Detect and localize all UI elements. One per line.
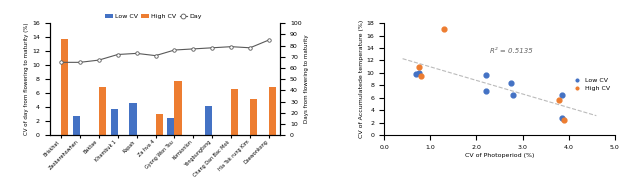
Low CV xyxy=(506,82,516,85)
Bar xyxy=(250,99,257,135)
Low CV xyxy=(557,116,567,119)
Low CV xyxy=(557,93,567,96)
Bar xyxy=(175,80,182,135)
Y-axis label: CV of Accumulatede temperature (%): CV of Accumulatede temperature (%) xyxy=(359,20,364,138)
Bar xyxy=(155,114,163,135)
High CV xyxy=(414,66,424,69)
Bar xyxy=(129,103,137,135)
High CV xyxy=(555,98,564,101)
Legend: Low CV, High CV: Low CV, High CV xyxy=(569,77,612,93)
Low CV xyxy=(481,73,491,76)
Y-axis label: CV of day from flowering to maturity (%): CV of day from flowering to maturity (%) xyxy=(24,23,29,135)
Bar xyxy=(205,106,212,135)
Bar xyxy=(111,108,118,135)
High CV xyxy=(416,74,426,78)
Legend: Low CV, High CV, Day: Low CV, High CV, Day xyxy=(106,14,202,19)
Low CV xyxy=(481,89,491,92)
High CV xyxy=(559,118,569,121)
Y-axis label: Days from flowering to maturity: Days from flowering to maturity xyxy=(304,35,309,124)
High CV xyxy=(439,28,449,31)
Bar xyxy=(167,118,175,135)
Bar xyxy=(231,89,238,135)
Text: R² = 0.5135: R² = 0.5135 xyxy=(490,48,533,54)
Low CV xyxy=(412,72,422,75)
Bar xyxy=(269,87,276,135)
Bar xyxy=(99,87,106,135)
Low CV xyxy=(509,93,519,96)
X-axis label: CV of Photoperiod (%): CV of Photoperiod (%) xyxy=(465,153,534,158)
Low CV xyxy=(414,71,424,74)
Bar xyxy=(61,39,68,135)
Bar xyxy=(73,116,80,135)
